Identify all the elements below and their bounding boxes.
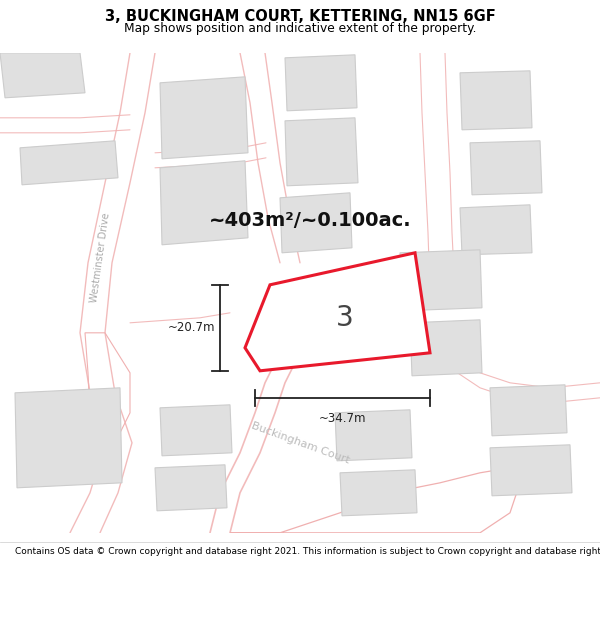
- Polygon shape: [460, 71, 532, 130]
- Polygon shape: [85, 332, 130, 442]
- Polygon shape: [20, 141, 118, 185]
- Polygon shape: [230, 468, 520, 532]
- Polygon shape: [470, 141, 542, 195]
- Polygon shape: [400, 250, 482, 311]
- Polygon shape: [490, 385, 567, 436]
- Polygon shape: [160, 161, 248, 245]
- Polygon shape: [460, 205, 532, 255]
- Text: ~403m²/~0.100ac.: ~403m²/~0.100ac.: [209, 211, 412, 230]
- Polygon shape: [245, 253, 430, 371]
- Polygon shape: [280, 192, 352, 253]
- Text: Map shows position and indicative extent of the property.: Map shows position and indicative extent…: [124, 22, 476, 35]
- Polygon shape: [285, 118, 358, 186]
- Text: Buckingham Court: Buckingham Court: [250, 421, 350, 465]
- Polygon shape: [410, 320, 482, 376]
- Polygon shape: [285, 55, 357, 111]
- Text: ~20.7m: ~20.7m: [167, 321, 215, 334]
- Polygon shape: [335, 410, 412, 461]
- Text: 3: 3: [336, 304, 354, 332]
- Text: Westminster Drive: Westminster Drive: [89, 212, 111, 304]
- Text: 3, BUCKINGHAM COURT, KETTERING, NN15 6GF: 3, BUCKINGHAM COURT, KETTERING, NN15 6GF: [104, 9, 496, 24]
- Polygon shape: [160, 77, 248, 159]
- Polygon shape: [490, 445, 572, 496]
- Polygon shape: [340, 470, 417, 516]
- Text: Contains OS data © Crown copyright and database right 2021. This information is : Contains OS data © Crown copyright and d…: [15, 548, 600, 556]
- Text: ~34.7m: ~34.7m: [319, 412, 366, 425]
- Polygon shape: [15, 388, 122, 488]
- Polygon shape: [155, 465, 227, 511]
- Polygon shape: [160, 405, 232, 456]
- Polygon shape: [0, 52, 85, 98]
